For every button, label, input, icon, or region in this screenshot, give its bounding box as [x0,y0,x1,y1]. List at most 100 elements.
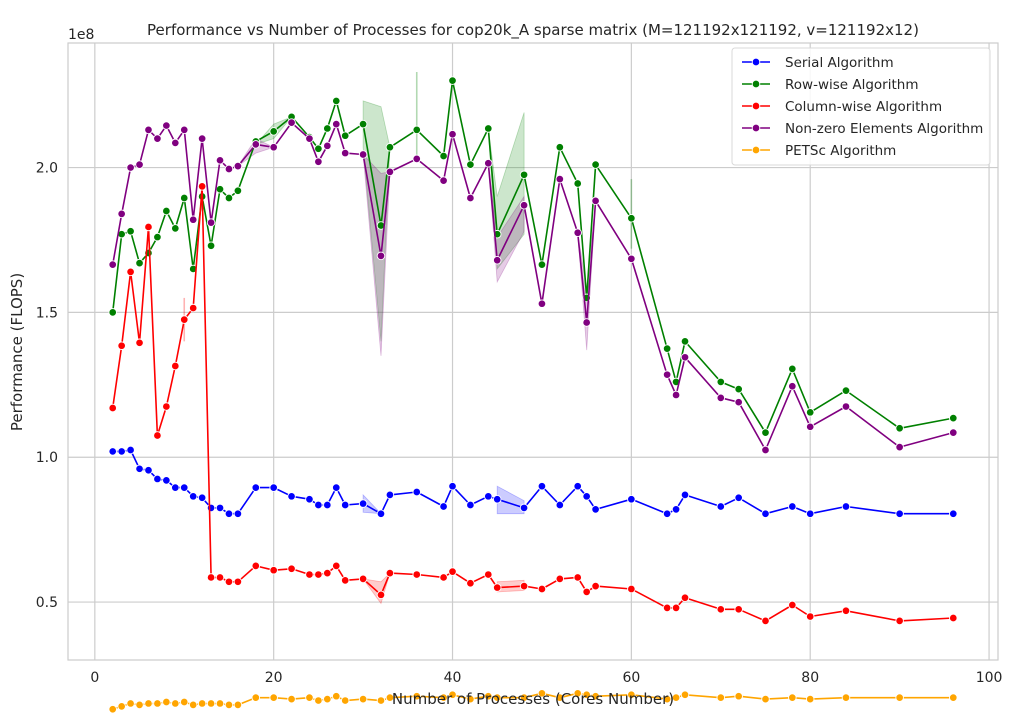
data-point [314,696,323,705]
x-tick-label: 60 [622,670,640,686]
data-point [206,503,216,513]
data-point [323,124,332,133]
data-point [484,691,493,701]
data-point [358,499,368,508]
data-point [466,578,475,588]
data-point [117,447,126,456]
data-point [484,570,493,579]
data-point [224,577,234,587]
x-tick-label: 20 [265,670,283,686]
data-point [734,493,743,503]
data-point [466,193,475,203]
data-point [492,583,502,592]
data-point [949,693,958,702]
series-3 [108,182,958,626]
data-point [841,693,851,702]
legend-label: Serial Algorithm [785,55,894,71]
legend-label: Non-zero Elements Algorithm [785,121,983,137]
data-point [135,338,144,348]
data-point [805,422,815,432]
data-point [179,193,189,203]
data-point [439,573,448,582]
data-point [385,143,395,152]
data-point [662,370,672,379]
data-point [251,693,261,702]
x-tick-label: 0 [90,670,99,686]
data-point [340,576,350,585]
data-point [492,693,502,702]
data-point [197,182,207,191]
legend-marker [751,101,761,111]
data-point [135,464,144,474]
data-point [215,156,225,165]
data-point [358,694,368,704]
data-point [179,697,189,707]
data-point [376,590,386,600]
y-tick-label: 0.5 [36,595,58,611]
data-point [662,603,672,613]
chart-title: Performance vs Number of Processes for c… [147,21,919,40]
legend: Serial Algorithm Row-wise Algorithm Column… [731,47,991,166]
data-point [519,170,529,180]
series-lines [108,76,958,714]
data-point [841,402,851,411]
data-point [537,260,547,269]
series-4 [108,118,958,455]
data-point [716,693,726,702]
data-point [662,344,672,353]
data-point [323,500,332,510]
data-point [895,616,904,626]
data-point [555,500,565,510]
data-point [466,160,475,169]
data-point [573,481,582,491]
data-point [153,431,162,440]
data-point [761,428,770,437]
data-point [305,494,314,504]
data-point [412,487,422,497]
data-point [439,151,448,161]
data-point [591,160,600,169]
legend-marker [751,123,761,133]
data-point [582,318,591,327]
data-point [197,134,207,143]
data-point [269,693,278,702]
data-point [188,303,198,313]
data-point [716,393,726,403]
data-point [627,494,636,504]
y-tick-label: 1.5 [36,305,58,321]
series-5 [108,689,958,714]
data-point [162,402,171,411]
data-point [484,158,493,168]
data-point [671,390,681,400]
data-point [126,267,135,277]
data-point [716,502,726,511]
data-point [439,176,448,185]
data-point [233,577,243,587]
data-point [305,693,314,702]
data-point [805,612,815,621]
data-point [117,702,126,711]
data-point [582,587,591,597]
x-tick-label: 80 [801,670,819,686]
data-point [233,161,243,171]
data-point [680,593,690,602]
data-point [179,315,189,324]
data-point [332,96,341,106]
data-point [895,509,904,518]
data-point [224,193,234,203]
data-point [224,700,234,710]
y-axis-title: Performance (FLOPS) [8,273,26,431]
data-point [439,502,448,511]
data-point [805,408,815,417]
data-point [251,140,261,149]
data-point [340,131,350,140]
data-point [385,167,395,177]
data-point [269,143,278,152]
data-point [662,509,672,518]
data-point [153,699,162,708]
data-point [573,228,582,237]
data-point [519,503,529,513]
data-point [108,447,117,456]
data-point [662,694,672,704]
x-tick-label: 100 [976,670,1003,686]
